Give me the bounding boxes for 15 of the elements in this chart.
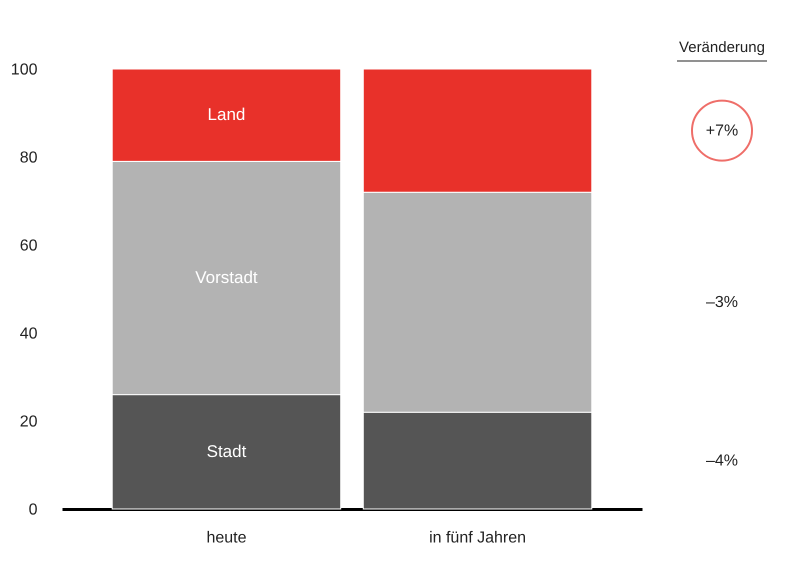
series-label: Stadt xyxy=(206,442,247,461)
y-tick-label: 80 xyxy=(20,150,38,166)
x-tick-label: in fünf Jahren xyxy=(429,530,526,546)
series-label: Land xyxy=(208,105,246,124)
y-tick-label: 0 xyxy=(28,502,38,518)
x-tick-label: heute xyxy=(206,530,247,546)
y-tick-label: 100 xyxy=(10,62,38,78)
y-tick-label: 60 xyxy=(20,238,38,254)
text: +7% xyxy=(706,122,738,140)
text: –3% xyxy=(706,294,738,312)
text: –4% xyxy=(706,452,738,470)
y-tick-label: 20 xyxy=(20,414,38,430)
text: Veränderung xyxy=(679,39,765,56)
series-label: Vorstadt xyxy=(195,268,258,287)
y-tick-label: 40 xyxy=(20,326,38,342)
